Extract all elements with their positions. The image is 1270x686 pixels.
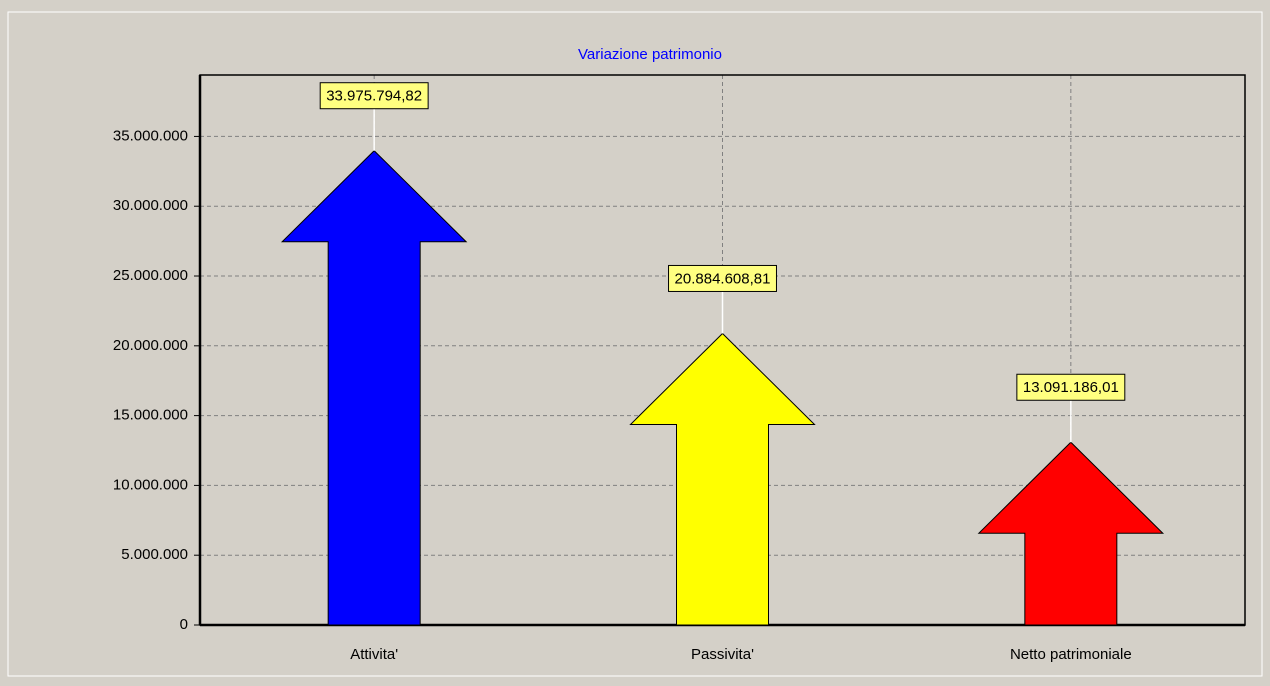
value-label: 33.975.794,82 (326, 88, 422, 105)
arrow-bar (629, 332, 816, 626)
y-tick-label: 0 (180, 616, 188, 633)
y-tick-label: 25.000.000 (113, 267, 188, 284)
x-tick-label: Attivita' (350, 646, 398, 663)
x-tick-label: Passivita' (691, 646, 754, 663)
y-tick-label: 30.000.000 (113, 197, 188, 214)
value-label-box (319, 82, 429, 110)
y-tick-label: 5.000.000 (121, 546, 188, 563)
x-tick-label: Netto patrimoniale (1010, 646, 1132, 663)
arrow-bar (280, 150, 468, 626)
value-label: 13.091.186,01 (1023, 379, 1119, 396)
y-tick-label: 35.000.000 (113, 127, 188, 144)
value-label-box (668, 264, 777, 292)
arrow-bar (977, 441, 1165, 626)
chart-title: Variazione patrimonio (578, 46, 722, 63)
value-label-box (1016, 373, 1126, 401)
y-tick-label: 20.000.000 (113, 337, 188, 354)
value-label: 20.884.608,81 (675, 270, 771, 287)
y-tick-label: 10.000.000 (113, 476, 188, 493)
y-tick-label: 15.000.000 (113, 407, 188, 424)
